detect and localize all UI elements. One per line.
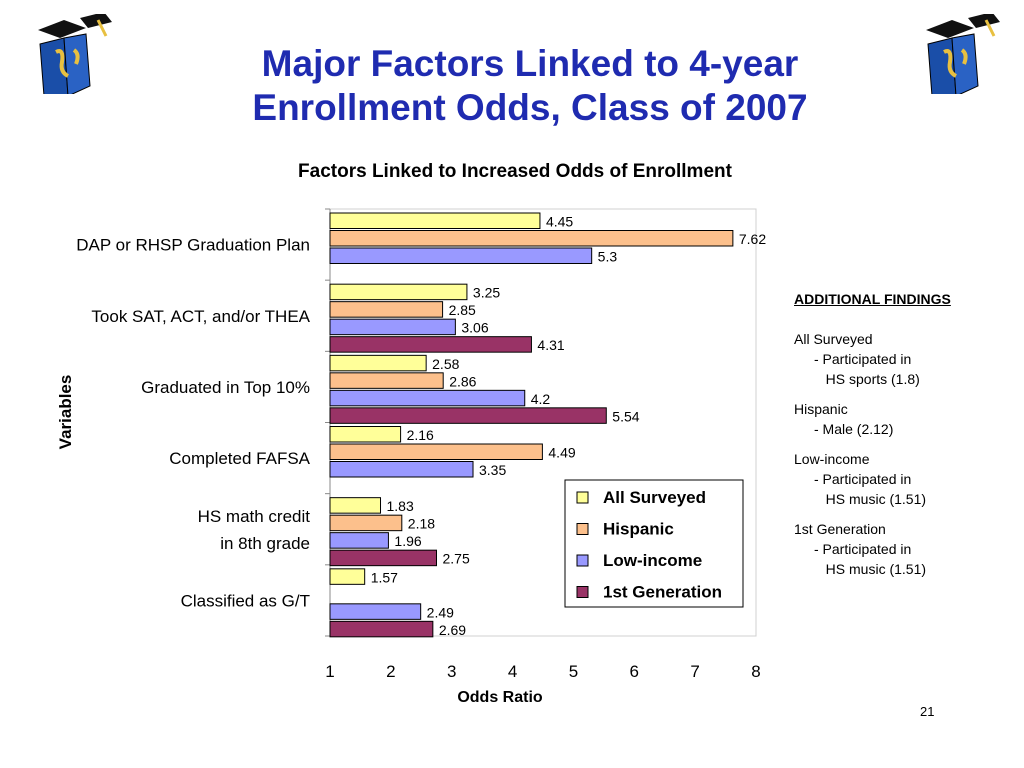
- finding-line: - Male (2.12): [814, 421, 894, 437]
- finding-group: Hispanic - Male (2.12): [794, 399, 1014, 439]
- data-label: 4.2: [531, 391, 551, 407]
- legend-swatch: [576, 554, 589, 567]
- data-label: 1.83: [387, 498, 414, 514]
- legend-label: Low-income: [603, 551, 702, 570]
- x-tick-label: 8: [751, 662, 760, 681]
- chart-title: Factors Linked to Increased Odds of Enro…: [298, 161, 732, 182]
- finding-line: - Participated in: [814, 351, 912, 367]
- data-label: 4.49: [548, 445, 575, 461]
- legend-swatch: [576, 586, 589, 598]
- finding-group: Low-income - Participated in HS music (1.…: [794, 449, 1014, 509]
- legend-swatch: [576, 523, 589, 535]
- bar: [329, 514, 403, 532]
- bar: [329, 603, 422, 620]
- bar: [329, 407, 607, 424]
- data-label: 2.58: [432, 356, 459, 372]
- category-label: Completed FAFSA: [169, 449, 310, 468]
- slide-title: Major Factors Linked to 4-year Enrollmen…: [160, 42, 900, 130]
- data-label: 3.06: [461, 320, 488, 336]
- page-number: 21: [920, 704, 935, 719]
- legend-swatch: [576, 491, 589, 504]
- category-label: DAP or RHSP Graduation Plan: [76, 236, 310, 255]
- bar: [329, 549, 437, 567]
- graduate-cap-logo-left: [38, 14, 112, 94]
- bar: [329, 426, 402, 443]
- data-label: 2.69: [439, 622, 466, 638]
- bar: [329, 372, 444, 389]
- data-label: 7.62: [739, 231, 766, 247]
- y-axis-title: Variables: [56, 375, 75, 450]
- x-tick-label: 3: [447, 662, 456, 681]
- title-line-1: Major Factors Linked to 4-year: [261, 43, 799, 84]
- x-tick-label: 5: [569, 662, 578, 681]
- bar: [329, 568, 366, 585]
- data-label: 1.96: [394, 533, 421, 549]
- x-axis-title: Odds Ratio: [457, 689, 543, 706]
- bar: [329, 230, 734, 247]
- data-label: 4.45: [546, 214, 573, 230]
- data-label: 3.25: [473, 285, 500, 301]
- finding-line: HS sports (1.8): [814, 371, 920, 387]
- additional-findings-panel: ADDITIONAL FINDINGS All Surveyed - Partic…: [794, 289, 1014, 579]
- bar: [329, 283, 468, 301]
- bar: [329, 301, 444, 318]
- data-label: 5.54: [612, 408, 639, 424]
- finding-line: HS music (1.51): [814, 491, 927, 507]
- bar: [329, 497, 382, 514]
- data-label: 2.49: [427, 604, 454, 620]
- finding-group-label: Low-income: [794, 451, 870, 467]
- bar: [329, 532, 389, 549]
- findings-groups: All Surveyed - Participated in HS sports …: [794, 329, 1014, 579]
- legend-box: [564, 479, 744, 608]
- category-label: in 8th grade: [220, 534, 310, 553]
- finding-group-label: 1st Generation: [794, 521, 886, 537]
- data-label: 2.86: [449, 373, 476, 389]
- graduate-cap-logo-right: [926, 14, 1000, 94]
- data-label: 2.75: [443, 551, 470, 567]
- bar: [329, 620, 434, 638]
- finding-line: - Participated in: [814, 541, 912, 557]
- x-tick-label: 6: [630, 662, 639, 681]
- category-label: HS math credit: [198, 507, 311, 526]
- legend-label: Hispanic: [603, 520, 674, 539]
- bar: [329, 461, 474, 478]
- bar: [329, 336, 532, 353]
- category-label: Took SAT, ACT, and/or THEA: [91, 307, 310, 326]
- bar: [329, 389, 526, 407]
- finding-group: 1st Generation - Participated in HS music…: [794, 519, 1014, 579]
- legend-label: 1st Generation: [603, 583, 722, 602]
- data-label: 4.31: [537, 337, 564, 353]
- additional-findings-header: ADDITIONAL FINDINGS: [794, 291, 951, 307]
- data-label: 1.57: [371, 569, 398, 585]
- data-label: 2.18: [408, 516, 435, 532]
- x-tick-label: 2: [386, 662, 395, 681]
- bar: [329, 354, 427, 372]
- bar: [329, 318, 456, 336]
- data-label: 2.85: [449, 302, 476, 318]
- data-label: 3.35: [479, 462, 506, 478]
- x-tick-label: 4: [508, 662, 517, 681]
- x-tick-label: 7: [690, 662, 699, 681]
- finding-group-label: Hispanic: [794, 401, 848, 417]
- legend-label: All Surveyed: [603, 488, 706, 507]
- x-tick-label: 1: [325, 662, 334, 681]
- finding-line: HS music (1.51): [814, 561, 927, 577]
- bar: [329, 212, 541, 229]
- bar: [329, 443, 543, 460]
- title-line-2: Enrollment Odds, Class of 2007: [252, 87, 808, 128]
- finding-group-label: All Surveyed: [794, 331, 873, 347]
- category-label: Classified as G/T: [181, 591, 310, 610]
- finding-group: All Surveyed - Participated in HS sports …: [794, 329, 1014, 389]
- data-label: 2.16: [407, 427, 434, 443]
- finding-line: - Participated in: [814, 471, 912, 487]
- bar: [329, 247, 593, 264]
- category-label: Graduated in Top 10%: [141, 378, 310, 397]
- data-label: 5.3: [598, 249, 618, 265]
